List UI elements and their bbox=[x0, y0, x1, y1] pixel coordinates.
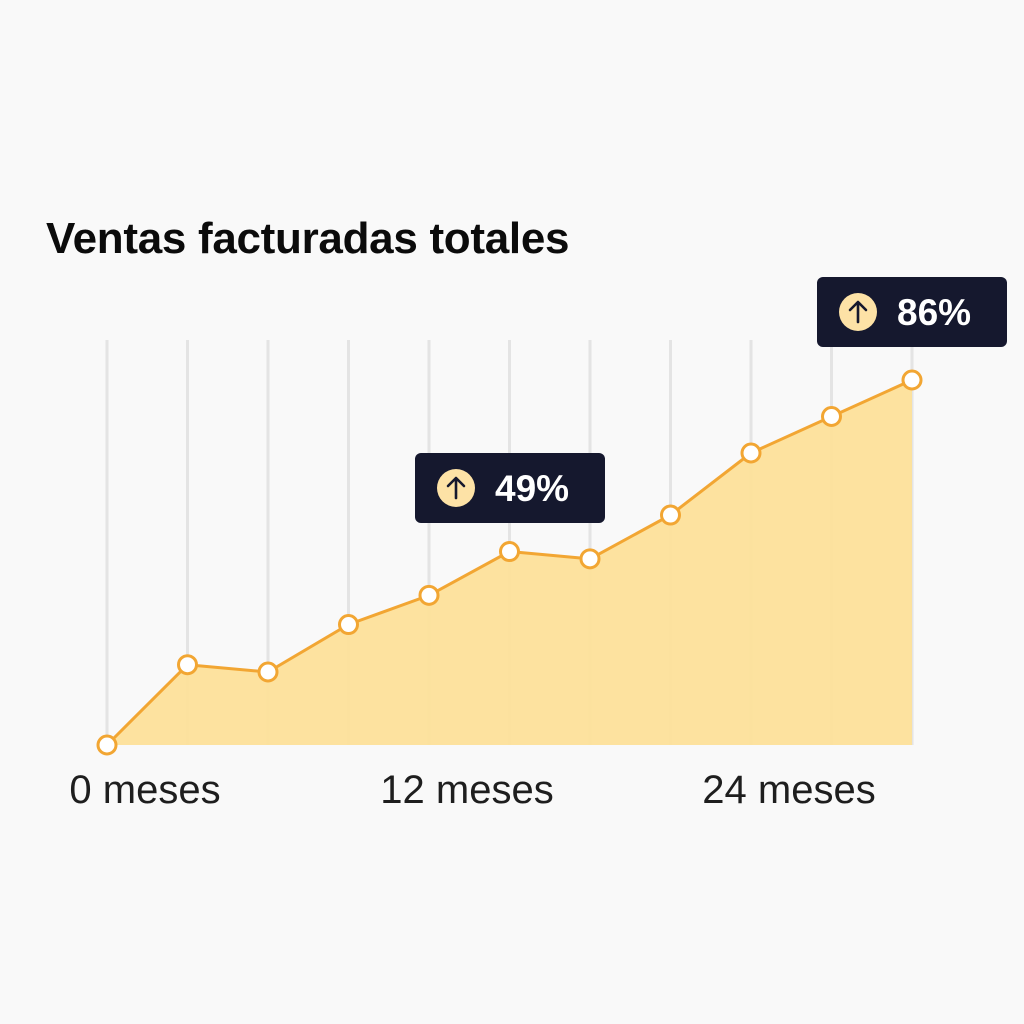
data-point bbox=[177, 654, 198, 676]
data-point bbox=[257, 661, 279, 683]
annotation-badge: 49% bbox=[415, 453, 605, 523]
annotation-badge: 86% bbox=[817, 277, 1007, 347]
chart-title: Ventas facturadas totales bbox=[46, 214, 570, 263]
data-point bbox=[579, 548, 601, 570]
annotation-label: 86% bbox=[897, 292, 971, 333]
x-tick-label: 0 meses bbox=[69, 768, 220, 812]
x-axis-ticks: 0 meses 12 meses 24 meses bbox=[69, 768, 875, 812]
data-point bbox=[418, 584, 440, 606]
data-points bbox=[96, 369, 923, 756]
arrow-up-glyph bbox=[848, 300, 868, 324]
area-fill bbox=[107, 380, 912, 745]
data-point bbox=[821, 406, 842, 427]
data-point bbox=[740, 442, 762, 464]
arrow-up-glyph bbox=[446, 476, 466, 500]
arrow-up-icon bbox=[839, 293, 877, 331]
arrow-up-icon bbox=[437, 469, 475, 507]
data-point bbox=[499, 541, 520, 563]
x-tick-label: 12 meses bbox=[380, 768, 553, 812]
data-point bbox=[660, 504, 681, 526]
annotations: 49% 86% bbox=[415, 277, 1007, 523]
annotation-label: 49% bbox=[495, 468, 569, 509]
data-point bbox=[96, 734, 118, 756]
data-point bbox=[901, 369, 923, 391]
x-tick-label: 24 meses bbox=[702, 768, 875, 812]
data-point bbox=[338, 614, 359, 636]
